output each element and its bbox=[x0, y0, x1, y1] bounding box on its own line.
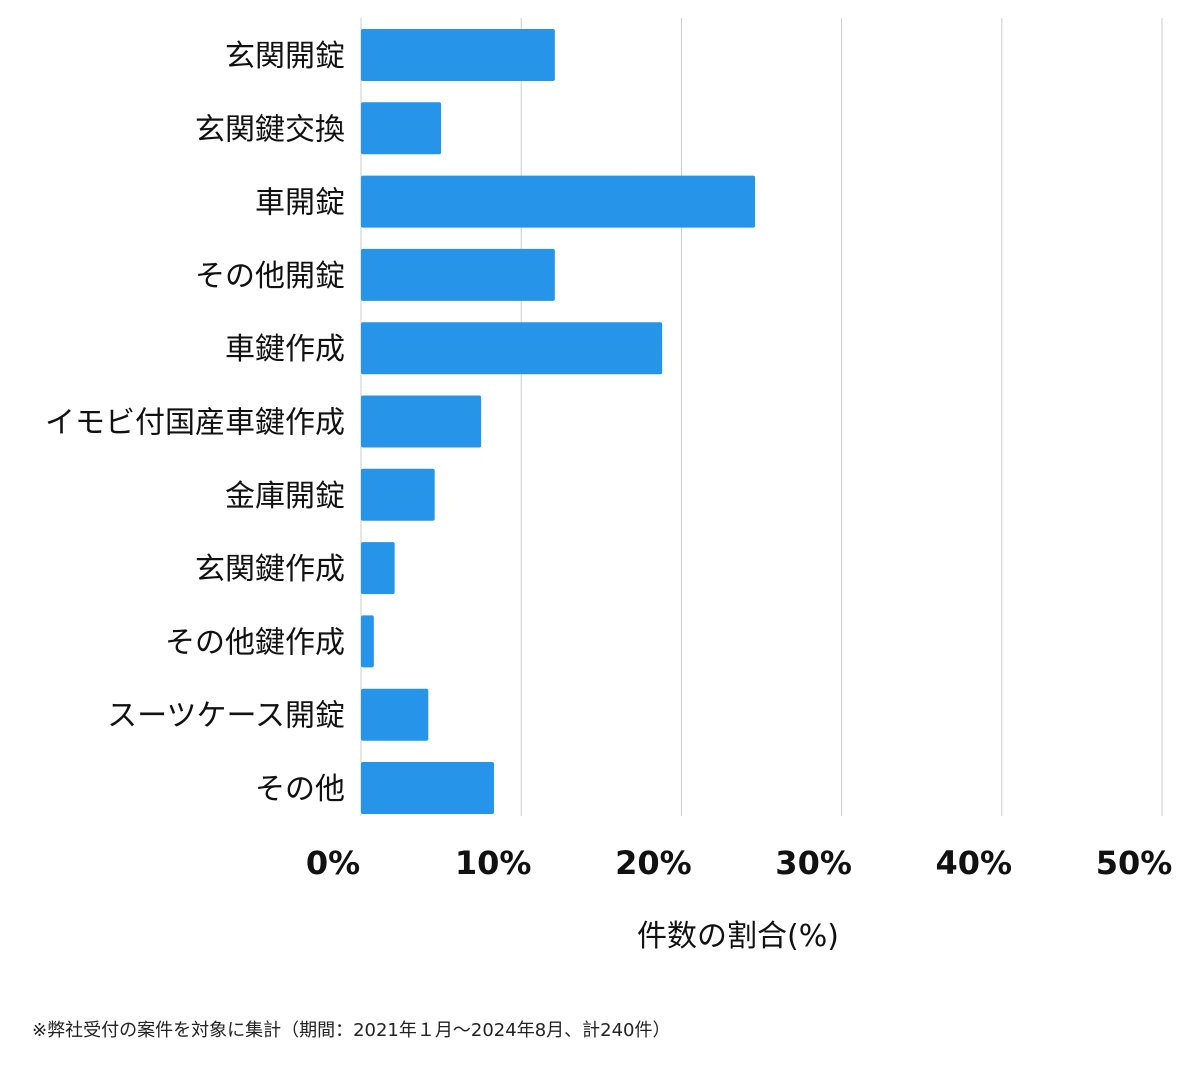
x-tick-label: 50% bbox=[1096, 844, 1173, 882]
x-tick-labels: 0% 10% 20% 30% 40% 50% bbox=[306, 844, 1172, 882]
bar bbox=[361, 175, 756, 228]
footnote: ※弊社受付の案件を対象に集計（期間：2021年１月〜2024年8月、計240件） bbox=[32, 1020, 671, 1041]
x-tick-label: 0% bbox=[306, 844, 360, 882]
bar bbox=[361, 102, 442, 155]
category-label: 玄関開錠 bbox=[225, 39, 345, 74]
x-tick-label: 40% bbox=[936, 844, 1013, 882]
x-tick-label: 30% bbox=[775, 844, 852, 882]
category-label: 車開錠 bbox=[255, 186, 345, 221]
bar bbox=[361, 688, 429, 741]
category-label: イモビ付国産車鍵作成 bbox=[45, 406, 345, 441]
bars bbox=[361, 29, 756, 814]
x-axis-title: 件数の割合(%) bbox=[637, 919, 839, 954]
bar bbox=[361, 322, 663, 375]
bar-chart: 玄関開錠玄関鍵交換車開錠その他開錠車鍵作成イモビ付国産車鍵作成金庫開錠玄関鍵作成… bbox=[45, 18, 1172, 954]
bar bbox=[361, 615, 374, 668]
bar bbox=[361, 542, 395, 595]
gridlines bbox=[360, 18, 1163, 816]
bar bbox=[361, 468, 435, 521]
x-tick-label: 20% bbox=[615, 844, 692, 882]
category-label: 玄関鍵作成 bbox=[195, 552, 345, 587]
bar bbox=[361, 29, 555, 81]
category-label: 金庫開錠 bbox=[225, 479, 345, 514]
category-label: スーツケース開錠 bbox=[107, 699, 345, 734]
bar bbox=[361, 762, 494, 814]
category-label: その他 bbox=[255, 772, 345, 807]
category-label: 玄関鍵交換 bbox=[195, 112, 345, 147]
category-label: 車鍵作成 bbox=[225, 332, 345, 367]
category-labels: 玄関開錠玄関鍵交換車開錠その他開錠車鍵作成イモビ付国産車鍵作成金庫開錠玄関鍵作成… bbox=[45, 39, 345, 807]
bar bbox=[361, 248, 555, 301]
category-label: その他開錠 bbox=[195, 259, 345, 294]
bar bbox=[361, 395, 482, 448]
x-tick-label: 10% bbox=[455, 844, 532, 882]
category-label: その他鍵作成 bbox=[165, 625, 345, 660]
